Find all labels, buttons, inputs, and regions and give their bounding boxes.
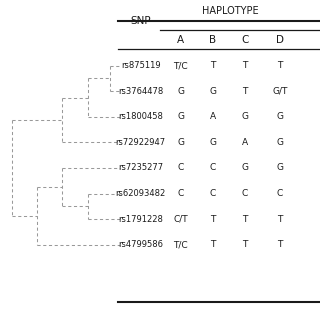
Text: B: B [209, 35, 216, 45]
Text: C: C [210, 189, 216, 198]
Text: T: T [242, 215, 247, 224]
Text: T: T [242, 61, 247, 70]
Text: C/T: C/T [173, 215, 188, 224]
Text: G: G [209, 87, 216, 96]
Text: G: G [177, 138, 184, 147]
Text: T: T [277, 215, 283, 224]
Text: rs3764478: rs3764478 [118, 87, 164, 96]
Text: T: T [242, 240, 247, 249]
Text: C: C [277, 189, 283, 198]
Text: G: G [276, 164, 284, 172]
Text: T: T [277, 61, 283, 70]
Text: C: C [178, 164, 184, 172]
Text: rs7235277: rs7235277 [118, 164, 164, 172]
Text: A: A [210, 112, 216, 121]
Text: C: C [242, 189, 248, 198]
Text: T/C: T/C [173, 240, 188, 249]
Text: rs72922947: rs72922947 [116, 138, 166, 147]
Text: D: D [276, 35, 284, 45]
Text: G: G [276, 138, 284, 147]
Text: T: T [242, 87, 247, 96]
Text: A: A [177, 35, 184, 45]
Text: G: G [177, 112, 184, 121]
Text: G: G [241, 164, 248, 172]
Text: A: A [242, 138, 248, 147]
Text: C: C [241, 35, 249, 45]
Text: T: T [210, 240, 215, 249]
Text: C: C [210, 164, 216, 172]
Text: C: C [178, 189, 184, 198]
Text: G: G [209, 138, 216, 147]
Text: rs1800458: rs1800458 [118, 112, 163, 121]
Text: G: G [177, 87, 184, 96]
Text: T: T [210, 215, 215, 224]
Text: T: T [277, 240, 283, 249]
Text: rs62093482: rs62093482 [116, 189, 166, 198]
Text: rs4799586: rs4799586 [118, 240, 163, 249]
Text: T: T [210, 61, 215, 70]
Text: HAPLOTYPE: HAPLOTYPE [202, 6, 259, 16]
Text: T/C: T/C [173, 61, 188, 70]
Text: G/T: G/T [272, 87, 288, 96]
Text: rs875119: rs875119 [121, 61, 161, 70]
Text: G: G [276, 112, 284, 121]
Text: rs1791228: rs1791228 [118, 215, 163, 224]
Text: G: G [241, 112, 248, 121]
Text: SNP: SNP [131, 16, 151, 26]
